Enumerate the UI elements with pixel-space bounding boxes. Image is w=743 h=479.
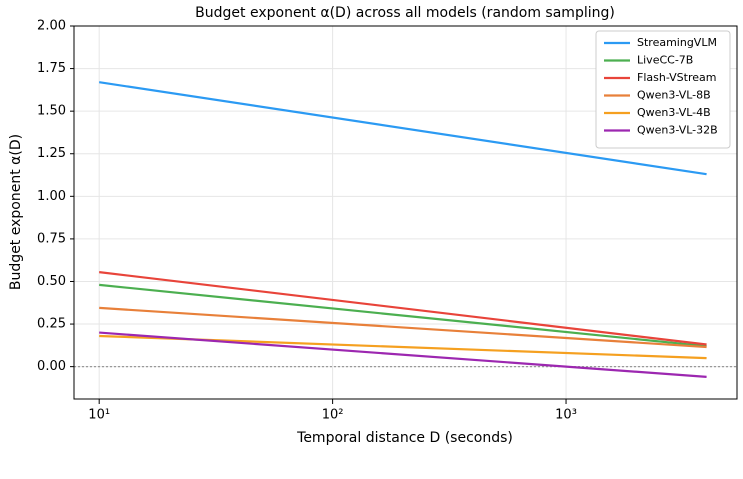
x-tick-label: 10³ [555,408,577,423]
series-line [99,331,707,378]
legend-label: LiveCC-7B [637,54,693,67]
y-tick-label: 0.75 [37,231,66,246]
y-tick-label: 0.25 [37,317,66,332]
y-tick-label: 1.00 [37,189,66,204]
series-line [99,306,707,349]
legend-label: Flash-VStream [637,71,716,84]
y-tick-label: 0.00 [37,359,66,374]
series-line [99,81,707,176]
series-line [99,271,707,346]
legend-label: StreamingVLM [637,36,717,49]
y-tick-label: 1.75 [37,61,66,76]
x-tick-label: 10² [322,408,344,423]
y-tick-label: 0.50 [37,274,66,289]
y-axis-label: Budget exponent α(D) [8,134,24,290]
x-axis-label: Temporal distance D (seconds) [296,430,513,446]
y-tick-label: 1.50 [37,104,66,119]
legend-label: Qwen3-VL-4B [637,106,711,119]
x-tick-label: 10¹ [88,408,110,423]
legend: StreamingVLM LiveCC-7B Flash-VStream Qwen3-… [595,30,731,149]
y-tick-label: 1.25 [37,146,66,161]
legend-label: Qwen3-VL-32B [637,124,718,137]
series-line [99,283,707,348]
legend-label: Qwen3-VL-8B [637,89,711,102]
y-tick-label: 2.00 [37,19,66,34]
plot-frame [73,25,738,400]
chart-title: Budget exponent α(D) across all models (… [195,5,615,21]
